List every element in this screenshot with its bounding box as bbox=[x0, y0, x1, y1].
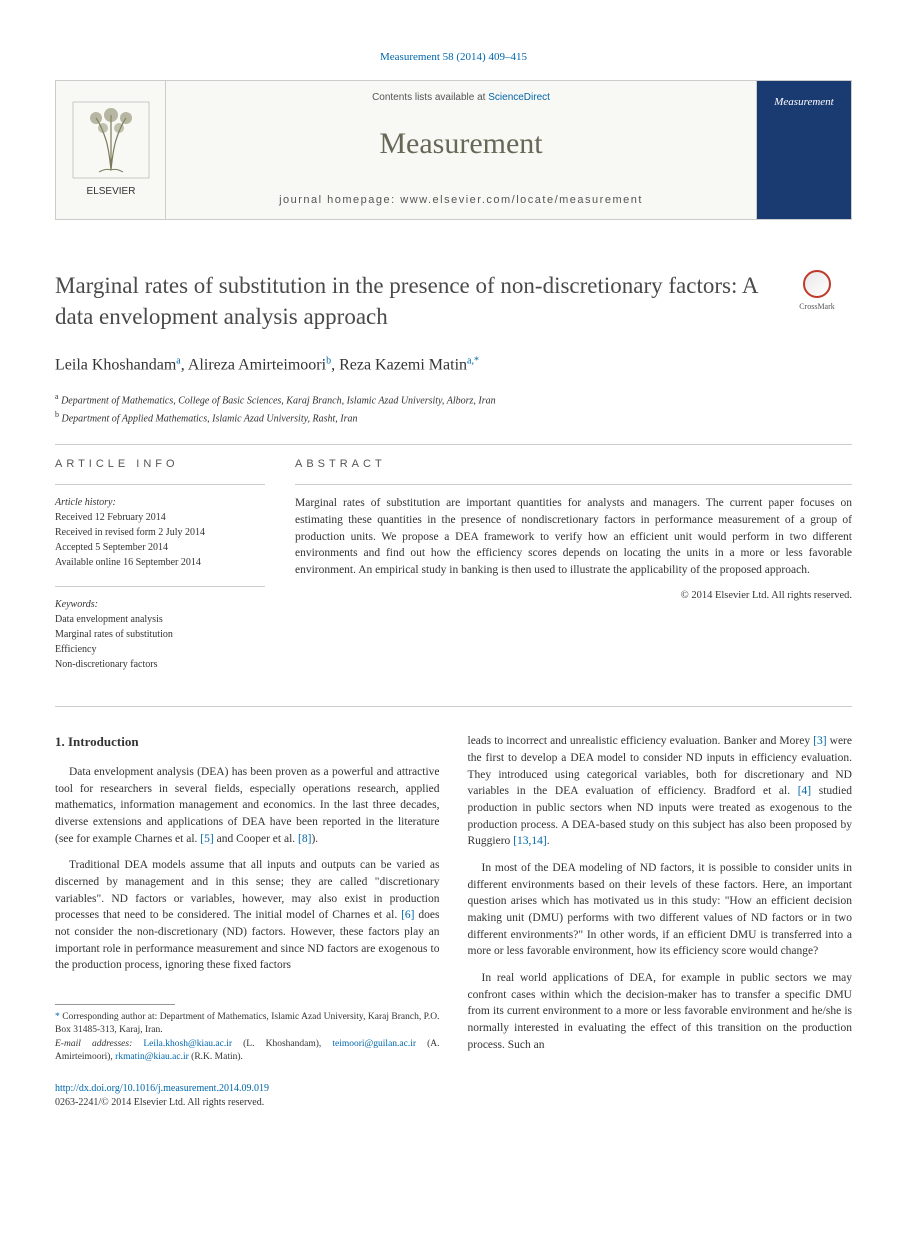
author-2: Alireza Amirteimoorib bbox=[188, 357, 331, 374]
body-paragraph: Data envelopment analysis (DEA) has been… bbox=[55, 764, 440, 847]
keyword: Marginal rates of substitution bbox=[55, 627, 265, 642]
author-email-link[interactable]: Leila.khosh@kiau.ac.ir bbox=[143, 1039, 232, 1049]
body-right-column: leads to incorrect and unrealistic effic… bbox=[468, 733, 853, 1064]
abstract-column: ABSTRACT Marginal rates of substitution … bbox=[295, 457, 852, 688]
affiliation-a: a Department of Mathematics, College of … bbox=[55, 391, 852, 408]
issn-copyright: 0263-2241/© 2014 Elsevier Ltd. All right… bbox=[55, 1097, 264, 1108]
history-item: Accepted 5 September 2014 bbox=[55, 540, 265, 555]
citation-ref[interactable]: [13,14] bbox=[513, 835, 547, 847]
contents-prefix: Contents lists available at bbox=[372, 92, 488, 103]
body-paragraph: In most of the DEA modeling of ND factor… bbox=[468, 860, 853, 960]
homepage-prefix: journal homepage: bbox=[279, 194, 400, 206]
elsevier-tree-icon: ELSEVIER bbox=[71, 100, 151, 200]
author-1-aff[interactable]: a bbox=[176, 357, 180, 374]
abstract-text: Marginal rates of substitution are impor… bbox=[295, 495, 852, 578]
keyword: Data envelopment analysis bbox=[55, 612, 265, 627]
sciencedirect-link[interactable]: ScienceDirect bbox=[488, 92, 550, 103]
abstract-heading: ABSTRACT bbox=[295, 457, 852, 472]
author-email-link[interactable]: teimoori@guilan.ac.ir bbox=[332, 1039, 416, 1049]
journal-cover-thumbnail: Measurement bbox=[756, 81, 851, 219]
corresponding-author-footnote: * Corresponding author at: Department of… bbox=[55, 1011, 440, 1038]
divider bbox=[55, 444, 852, 445]
body-paragraph: In real world applications of DEA, for e… bbox=[468, 970, 853, 1053]
crossmark-badge[interactable]: CrossMark bbox=[782, 270, 852, 312]
keyword: Efficiency bbox=[55, 642, 265, 657]
history-item: Received 12 February 2014 bbox=[55, 510, 265, 525]
author-2-aff[interactable]: b bbox=[326, 357, 331, 374]
authors-line: Leila Khoshandama, Alireza Amirteimoorib… bbox=[55, 354, 852, 377]
author-1: Leila Khoshandama bbox=[55, 357, 181, 374]
body-two-column: 1. Introduction Data envelopment analysi… bbox=[55, 733, 852, 1064]
publisher-name-text: ELSEVIER bbox=[86, 186, 135, 197]
citation-ref[interactable]: [6] bbox=[401, 909, 414, 921]
cover-title: Measurement bbox=[774, 95, 833, 110]
header-center: Contents lists available at ScienceDirec… bbox=[166, 81, 756, 219]
keywords-block: Keywords: Data envelopment analysis Marg… bbox=[55, 597, 265, 672]
doi-block: http://dx.doi.org/10.1016/j.measurement.… bbox=[55, 1082, 852, 1110]
affiliation-b: b Department of Applied Mathematics, Isl… bbox=[55, 409, 852, 426]
keyword: Non-discretionary factors bbox=[55, 657, 265, 672]
contents-available-line: Contents lists available at ScienceDirec… bbox=[166, 91, 756, 105]
crossmark-label: CrossMark bbox=[782, 301, 852, 312]
footnote-separator bbox=[55, 1004, 175, 1005]
citation-line: Measurement 58 (2014) 409–415 bbox=[55, 50, 852, 65]
history-item: Available online 16 September 2014 bbox=[55, 555, 265, 570]
intro-heading: 1. Introduction bbox=[55, 733, 440, 752]
abstract-copyright: © 2014 Elsevier Ltd. All rights reserved… bbox=[295, 589, 852, 604]
citation-ref[interactable]: [8] bbox=[298, 833, 311, 845]
article-info-heading: ARTICLE INFO bbox=[55, 457, 265, 472]
history-label: Article history: bbox=[55, 495, 265, 510]
crossmark-icon bbox=[803, 270, 831, 298]
history-item: Received in revised form 2 July 2014 bbox=[55, 525, 265, 540]
affiliations-block: a Department of Mathematics, College of … bbox=[55, 391, 852, 426]
body-paragraph: leads to incorrect and unrealistic effic… bbox=[468, 733, 853, 850]
citation-ref[interactable]: [3] bbox=[813, 735, 826, 747]
email-label: E-mail addresses: bbox=[55, 1039, 132, 1049]
article-history: Article history: Received 12 February 20… bbox=[55, 495, 265, 570]
citation-ref[interactable]: [5] bbox=[200, 833, 213, 845]
homepage-url[interactable]: www.elsevier.com/locate/measurement bbox=[400, 194, 643, 206]
citation-ref[interactable]: [4] bbox=[798, 785, 811, 797]
author-email-link[interactable]: rkmatin@kiau.ac.ir bbox=[115, 1052, 189, 1062]
journal-header: ELSEVIER Contents lists available at Sci… bbox=[55, 80, 852, 220]
article-title: Marginal rates of substitution in the pr… bbox=[55, 270, 762, 332]
homepage-line: journal homepage: www.elsevier.com/locat… bbox=[166, 185, 756, 216]
email-footnote: E-mail addresses: Leila.khosh@kiau.ac.ir… bbox=[55, 1038, 440, 1065]
body-paragraph: Traditional DEA models assume that all i… bbox=[55, 857, 440, 974]
article-info-column: ARTICLE INFO Article history: Received 1… bbox=[55, 457, 265, 688]
author-3: Reza Kazemi Matina,* bbox=[339, 357, 479, 374]
author-3-aff[interactable]: a,* bbox=[467, 357, 479, 374]
keywords-label: Keywords: bbox=[55, 597, 265, 612]
publisher-logo-cell: ELSEVIER bbox=[56, 81, 166, 219]
article-page: Measurement 58 (2014) 409–415 ELSEVIER C… bbox=[0, 0, 907, 1150]
doi-link[interactable]: http://dx.doi.org/10.1016/j.measurement.… bbox=[55, 1083, 269, 1094]
body-left-column: 1. Introduction Data envelopment analysi… bbox=[55, 733, 440, 1064]
journal-name: Measurement bbox=[166, 123, 756, 165]
